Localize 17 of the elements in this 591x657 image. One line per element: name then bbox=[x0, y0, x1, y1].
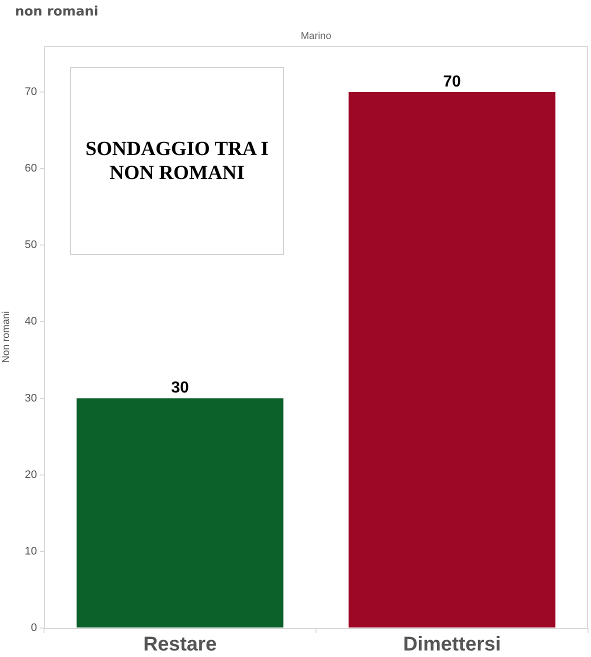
y-tick-label: 70 bbox=[24, 86, 37, 98]
y-tick-label: 50 bbox=[24, 239, 37, 252]
text-box: SONDAGGIO TRA I NON ROMANI bbox=[70, 67, 284, 255]
y-axis-title: Non romani bbox=[0, 311, 12, 363]
y-tick-label: 0 bbox=[30, 622, 37, 634]
data-label: 30 bbox=[171, 380, 189, 397]
y-tick-label: 20 bbox=[24, 468, 37, 481]
chart-subtitle: Marino bbox=[300, 30, 332, 42]
y-tick-label: 60 bbox=[24, 162, 37, 175]
chart-title: non romani bbox=[15, 4, 98, 20]
y-tick-label: 10 bbox=[24, 545, 37, 558]
y-tick-label: 40 bbox=[24, 316, 37, 328]
y-tick-label: 30 bbox=[24, 392, 37, 404]
x-tick-label: Dimettersi bbox=[403, 634, 501, 656]
data-label: 70 bbox=[443, 73, 461, 90]
x-tick-label: Restare bbox=[143, 634, 217, 656]
annotation: SONDAGGIO TRA I NON ROMANI bbox=[84, 137, 270, 185]
